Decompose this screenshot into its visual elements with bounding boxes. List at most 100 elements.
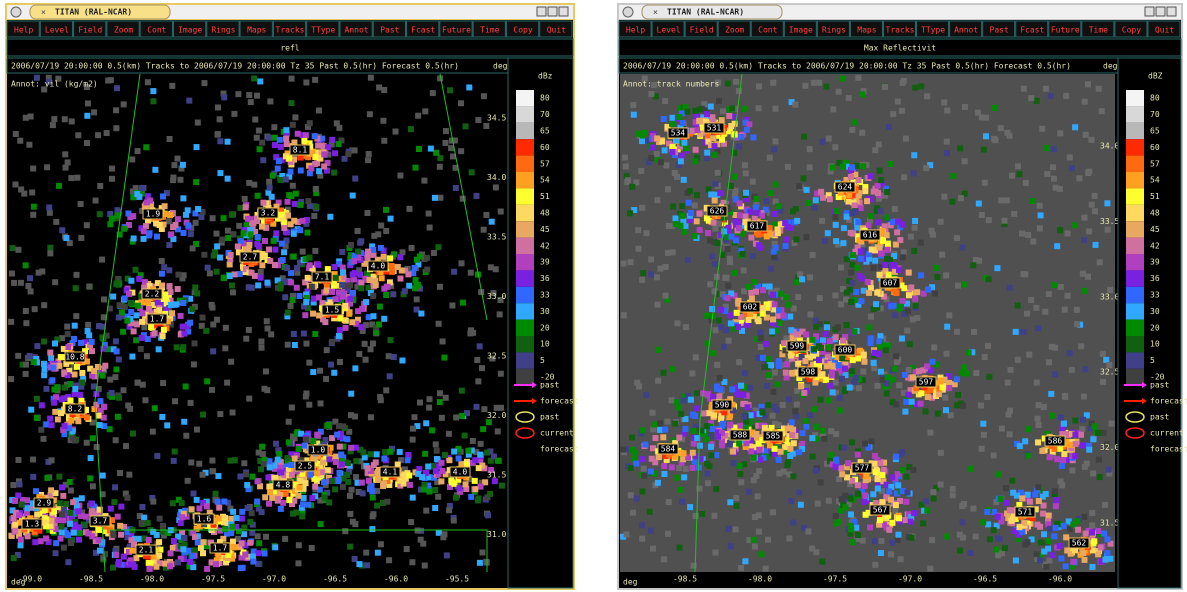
echo-pixel: [437, 155, 444, 162]
menu-button-label[interactable]: Time: [480, 26, 499, 35]
menu-button-label[interactable]: Maps: [247, 26, 266, 35]
menu-button-label[interactable]: Field: [78, 26, 102, 35]
menu-button-label[interactable]: Field: [690, 26, 714, 35]
echo-pixel: [955, 391, 962, 398]
menu-button[interactable]: [618, 20, 652, 38]
echo-pixel: [308, 283, 315, 290]
menu-button[interactable]: [882, 20, 917, 38]
menu-button[interactable]: [505, 20, 540, 38]
menu-button[interactable]: [73, 20, 107, 38]
echo-pixel: [120, 387, 127, 394]
menu-button[interactable]: [372, 20, 407, 38]
menu-button-label[interactable]: Image: [789, 26, 813, 35]
menu-button[interactable]: [106, 20, 140, 38]
menu-button-label[interactable]: Image: [178, 26, 202, 35]
window-min-button[interactable]: [536, 6, 547, 17]
echo-pixel: [200, 539, 207, 546]
echo-pixel: [1022, 271, 1029, 278]
menu-button-label[interactable]: Time: [1089, 26, 1108, 35]
window-max-button[interactable]: [1155, 6, 1166, 17]
menu-button[interactable]: [406, 20, 440, 38]
echo-pixel: [376, 303, 383, 310]
menu-button-label[interactable]: Rings: [822, 26, 846, 35]
menu-button-label[interactable]: TType: [921, 26, 945, 35]
echo-pixel: [138, 334, 145, 341]
menu-button-label[interactable]: Fcast: [1020, 26, 1044, 35]
echo-pixel: [266, 184, 273, 191]
echo-pixel: [340, 274, 347, 281]
echo-pixel: [106, 305, 113, 312]
menu-button-label[interactable]: Copy: [1122, 26, 1141, 35]
menu-button-label[interactable]: Zoom: [114, 26, 133, 35]
menu-button[interactable]: [849, 20, 883, 38]
menu-button-label[interactable]: Fcast: [411, 26, 435, 35]
echo-pixel: [217, 138, 224, 145]
menu-button-label[interactable]: Future: [1051, 26, 1080, 35]
window-min-button[interactable]: [1144, 6, 1155, 17]
menu-button-label[interactable]: Tracks: [886, 26, 915, 35]
menu-button-label[interactable]: Zoom: [725, 26, 744, 35]
menu-button[interactable]: [306, 20, 340, 38]
echo-pixel: [52, 408, 59, 415]
window-menu-button[interactable]: [622, 6, 634, 18]
menu-button[interactable]: [539, 20, 573, 38]
menu-button[interactable]: [172, 20, 207, 38]
window-menu-button[interactable]: [10, 6, 22, 18]
echo-pixel: [101, 296, 108, 303]
menu-button[interactable]: [39, 20, 74, 38]
menu-button-label[interactable]: Quit: [547, 26, 566, 35]
echo-pixel: [1033, 379, 1040, 386]
menu-button-label[interactable]: Tracks: [276, 26, 305, 35]
menu-button-label[interactable]: Past: [990, 26, 1009, 35]
menu-button[interactable]: [916, 20, 950, 38]
menu-button-label[interactable]: Cont: [758, 26, 777, 35]
window-close-button[interactable]: [1166, 6, 1177, 17]
menu-button[interactable]: [272, 20, 307, 38]
menu-button-label[interactable]: Quit: [1155, 26, 1174, 35]
menu-button[interactable]: [982, 20, 1016, 38]
menu-button[interactable]: [783, 20, 817, 38]
menu-button-label[interactable]: Annot: [954, 26, 978, 35]
menu-button-label[interactable]: Rings: [211, 26, 235, 35]
echo-pixel: [234, 243, 241, 250]
echo-pixel: [231, 110, 238, 117]
menu-button[interactable]: [651, 20, 685, 38]
menu-button[interactable]: [206, 20, 240, 38]
menu-button-label[interactable]: Copy: [513, 26, 532, 35]
menu-button-label[interactable]: Help: [14, 26, 33, 35]
window-max-button[interactable]: [547, 6, 558, 17]
menu-button[interactable]: [1114, 20, 1148, 38]
menu-button[interactable]: [1147, 20, 1181, 38]
menu-button[interactable]: [339, 20, 373, 38]
echo-pixel: [498, 404, 505, 411]
window-close-button[interactable]: [558, 6, 569, 17]
menu-button-label[interactable]: TType: [311, 26, 335, 35]
echo-pixel: [639, 204, 646, 211]
menu-button[interactable]: [1015, 20, 1049, 38]
menu-button[interactable]: [684, 20, 718, 38]
menu-button[interactable]: [1081, 20, 1115, 38]
menu-button[interactable]: [1048, 20, 1082, 38]
echo-pixel: [121, 523, 128, 530]
echo-pixel: [170, 537, 177, 544]
echo-pixel: [85, 530, 92, 537]
menu-button-label[interactable]: Help: [626, 26, 645, 35]
menu-button[interactable]: [139, 20, 173, 38]
menu-button[interactable]: [949, 20, 983, 38]
menu-button-label[interactable]: Cont: [147, 26, 166, 35]
menu-button-label[interactable]: Level: [45, 26, 69, 35]
menu-button-label[interactable]: Future: [442, 26, 471, 35]
menu-button[interactable]: [750, 20, 784, 38]
menu-button[interactable]: [239, 20, 273, 38]
echo-pixel: [312, 483, 319, 490]
menu-button-label[interactable]: Past: [380, 26, 399, 35]
menu-button-label[interactable]: Annot: [345, 26, 369, 35]
menu-button-label[interactable]: Maps: [857, 26, 876, 35]
menu-button[interactable]: [472, 20, 506, 38]
menu-button[interactable]: [816, 20, 850, 38]
menu-button[interactable]: [717, 20, 751, 38]
echo-pixel: [363, 299, 370, 306]
menu-button-label[interactable]: Level: [657, 26, 681, 35]
menu-button[interactable]: [6, 20, 40, 38]
menu-button[interactable]: [439, 20, 473, 38]
